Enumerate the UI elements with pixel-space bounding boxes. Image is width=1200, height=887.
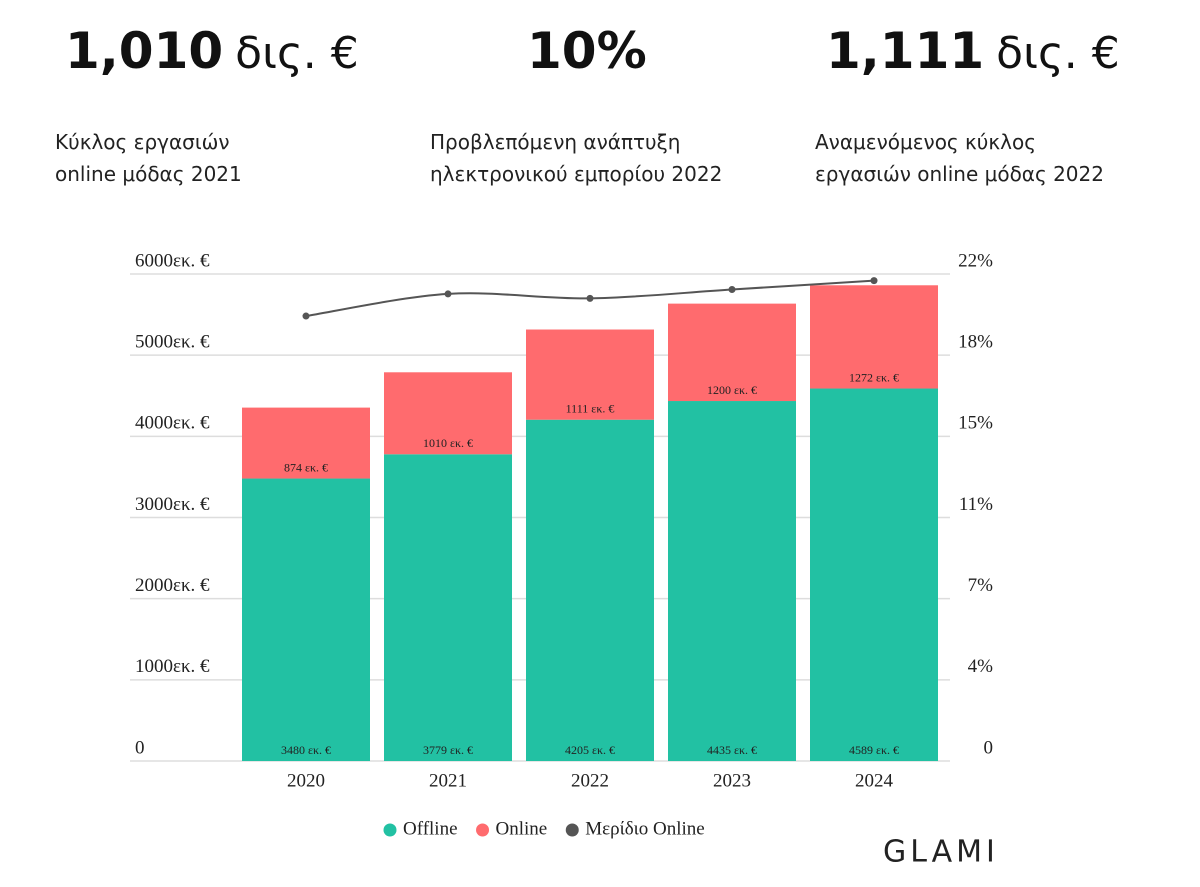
stat-label: Αναμενόμενος κύκλος εργασιών online μόδας… [815, 126, 1104, 190]
stat-label: Προβλεπόμενη ανάπτυξη ηλεκτρονικού εμπορί… [430, 126, 722, 190]
bar-segment [810, 285, 938, 389]
legend-label: Μερίδιο Online [585, 818, 705, 839]
y-tick-label: 6000εκ. € [135, 250, 210, 271]
bar-segment [526, 329, 654, 420]
label-line: Προβλεπόμενη ανάπτυξη [430, 130, 681, 154]
x-tick-label: 2023 [713, 770, 751, 791]
y-tick-label: 3000εκ. € [135, 494, 210, 515]
data-label: 1010 εκ. € [423, 436, 473, 450]
data-label: 1111 εκ. € [566, 401, 615, 415]
legend-label: Online [496, 818, 548, 839]
stat-value: 1,111 [826, 22, 985, 80]
line-point [586, 294, 594, 302]
bar-segment [384, 372, 512, 455]
x-tick-label: 2024 [855, 770, 894, 791]
label-line: ηλεκτρονικού εμπορίου 2022 [430, 162, 723, 186]
y-tick-label: 2000εκ. € [135, 575, 210, 596]
y2-tick-label: 4% [968, 656, 994, 677]
y-tick-label: 0 [135, 737, 145, 758]
bar-segment [668, 401, 796, 761]
stat: 10% [527, 22, 647, 80]
y2-tick-label: 18% [958, 332, 993, 353]
data-label: 4205 εκ. € [565, 743, 615, 757]
data-label: 3480 εκ. € [281, 743, 331, 757]
label-line: Αναμενόμενος κύκλος [815, 130, 1036, 154]
bar-segment [668, 303, 796, 402]
y2-tick-label: 15% [958, 413, 993, 434]
line-point [870, 277, 878, 285]
bar-segment [384, 454, 512, 761]
data-label: 1272 εκ. € [849, 370, 899, 384]
y2-tick-label: 11% [959, 494, 993, 515]
legend-marker [383, 823, 397, 837]
legend-marker [476, 823, 490, 837]
x-tick-label: 2020 [287, 770, 325, 791]
y2-tick-label: 22% [958, 250, 993, 271]
stat-unit: δις. € [235, 28, 359, 79]
logo: GLAMI [883, 835, 999, 870]
stat: 1,010 δις. € [65, 22, 359, 80]
label-line: Κύκλος εργασιών [55, 130, 230, 154]
data-label: 4435 εκ. € [707, 743, 757, 757]
stat-value: 10% [527, 22, 647, 80]
stat-value: 1,010 [65, 22, 224, 80]
y-tick-label: 1000εκ. € [135, 656, 210, 677]
line-point [302, 312, 310, 320]
y2-tick-label: 7% [968, 575, 994, 596]
y-tick-label: 5000εκ. € [135, 332, 210, 353]
x-tick-label: 2022 [571, 770, 609, 791]
y2-tick-label: 0 [984, 737, 994, 758]
bar-segment [810, 388, 938, 761]
label-line: εργασιών online μόδας 2022 [815, 162, 1104, 186]
line-point [444, 290, 452, 298]
data-label: 3779 εκ. € [423, 743, 473, 757]
legend-label: Offline [403, 818, 458, 839]
label-line: online μόδας 2021 [55, 162, 242, 186]
stat-unit: δις. € [996, 28, 1120, 79]
data-label: 874 εκ. € [284, 460, 328, 474]
y-tick-label: 4000εκ. € [135, 413, 210, 434]
data-label: 4589 εκ. € [849, 743, 899, 757]
bar-segment [526, 419, 654, 761]
stat-label: Κύκλος εργασιών online μόδας 2021 [55, 126, 242, 190]
x-tick-label: 2021 [429, 770, 467, 791]
stat: 1,111 δις. € [826, 22, 1120, 80]
bar-segment [242, 407, 370, 479]
data-label: 1200 εκ. € [707, 383, 757, 397]
bar-segment [242, 478, 370, 761]
legend-marker [565, 823, 579, 837]
line-point [728, 285, 736, 293]
